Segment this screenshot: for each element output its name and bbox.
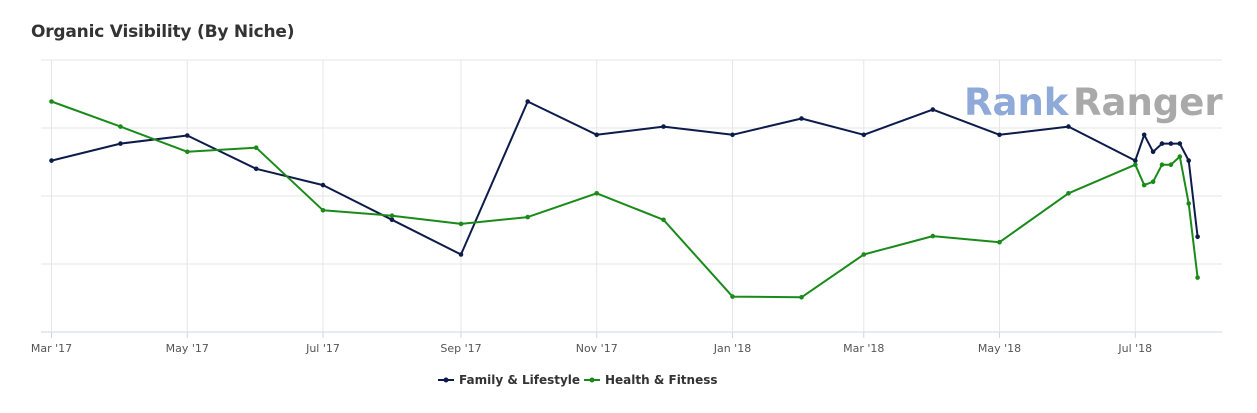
data-point[interactable] — [730, 294, 735, 299]
data-point[interactable] — [1133, 162, 1138, 167]
x-tick-label: May '17 — [166, 342, 209, 355]
data-point[interactable] — [861, 132, 867, 138]
data-point[interactable] — [1150, 179, 1156, 184]
data-point[interactable] — [799, 116, 804, 121]
data-point[interactable] — [1186, 158, 1191, 163]
data-point[interactable] — [253, 166, 259, 172]
data-point[interactable] — [458, 252, 464, 257]
data-point[interactable] — [594, 132, 599, 138]
data-point[interactable] — [1168, 162, 1174, 167]
data-point[interactable] — [185, 133, 190, 138]
data-point[interactable] — [1159, 162, 1165, 167]
data-point[interactable] — [1168, 141, 1174, 146]
chart-legend: Family & Lifestyle Health & Fitness — [438, 373, 718, 387]
data-point[interactable] — [997, 239, 1002, 245]
data-point[interactable] — [930, 233, 936, 239]
data-point[interactable] — [320, 208, 326, 213]
data-point[interactable] — [253, 145, 259, 150]
data-point[interactable] — [1141, 182, 1147, 188]
legend-swatch-marker — [589, 377, 595, 383]
data-point[interactable] — [1133, 158, 1138, 163]
data-point[interactable] — [1186, 201, 1191, 206]
data-point[interactable] — [1141, 132, 1147, 138]
data-point[interactable] — [118, 141, 123, 146]
legend-swatch-marker — [443, 377, 449, 383]
data-point[interactable] — [525, 214, 530, 220]
data-point[interactable] — [118, 124, 123, 129]
watermark-rank: Rank — [964, 81, 1070, 124]
data-point[interactable] — [49, 99, 54, 104]
legend-item[interactable]: Family & Lifestyle — [438, 373, 580, 387]
x-tick-label: Jan '18 — [713, 342, 751, 355]
data-point[interactable] — [185, 149, 190, 155]
x-tick-label: Sep '17 — [440, 342, 481, 355]
data-point[interactable] — [1195, 234, 1200, 240]
series-family-lifestyle — [49, 99, 1200, 257]
data-point[interactable] — [861, 252, 867, 257]
series-line — [51, 100, 1199, 256]
data-point[interactable] — [458, 221, 464, 227]
data-point[interactable] — [661, 217, 666, 223]
data-point[interactable] — [320, 182, 326, 188]
data-point[interactable] — [799, 295, 804, 300]
watermark-ranger: Ranger — [1073, 81, 1223, 124]
legend-label: Family & Lifestyle — [459, 373, 580, 387]
watermark-logo: Rank Ranger — [964, 81, 1223, 124]
chart-title: Organic Visibility (By Niche) — [31, 22, 295, 42]
x-tick-label: Mar '17 — [31, 342, 72, 355]
legend-label: Health & Fitness — [605, 373, 718, 387]
data-point[interactable] — [730, 132, 735, 138]
data-point[interactable] — [997, 132, 1002, 138]
data-point[interactable] — [1177, 154, 1183, 159]
x-axis-ticks: Mar '17 May '17 Jul '17 Sep '17 Nov '17 Jan '… — [31, 332, 1152, 355]
data-point[interactable] — [1195, 275, 1200, 280]
x-tick-label: Mar '18 — [843, 342, 884, 355]
data-point[interactable] — [1177, 141, 1183, 146]
data-point[interactable] — [525, 99, 530, 104]
data-point[interactable] — [1066, 191, 1071, 196]
series-layer — [49, 99, 1200, 300]
x-tick-label: Jul '17 — [305, 342, 340, 355]
data-point[interactable] — [1150, 149, 1156, 155]
legend-item[interactable]: Health & Fitness — [584, 373, 718, 387]
x-tick-label: May '18 — [978, 342, 1021, 355]
x-tick-label: Nov '17 — [576, 342, 618, 355]
data-point[interactable] — [389, 213, 395, 218]
data-point[interactable] — [1066, 124, 1071, 129]
chart-grid — [41, 59, 1222, 333]
data-point[interactable] — [1159, 141, 1165, 146]
data-point[interactable] — [49, 158, 54, 163]
data-point[interactable] — [661, 124, 666, 129]
x-tick-label: Jul '18 — [1117, 342, 1152, 355]
series-health-fitness — [49, 99, 1200, 300]
data-point[interactable] — [389, 217, 395, 223]
data-point[interactable] — [930, 107, 936, 112]
data-point[interactable] — [594, 191, 599, 196]
